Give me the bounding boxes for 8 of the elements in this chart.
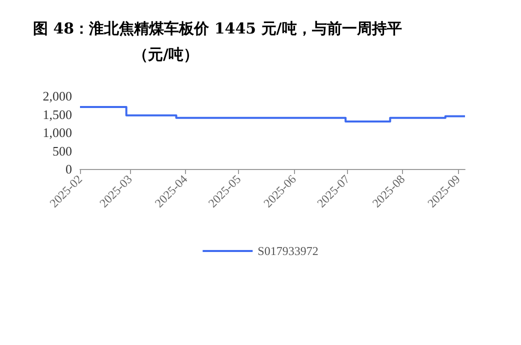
y-tick-label: 1,000	[42, 125, 72, 140]
y-tick-label: 0	[66, 162, 72, 176]
y-tick-label: 500	[52, 143, 72, 158]
legend-label: S017933972	[258, 244, 318, 258]
chart-subtitle: （元/吨）	[133, 46, 198, 64]
chart-title: 图 48：淮北焦精煤车板价 1445 元/吨，与前一周持平	[33, 20, 402, 38]
y-tick-label: 2,000	[42, 88, 72, 104]
y-tick-label: 1,500	[42, 106, 72, 122]
